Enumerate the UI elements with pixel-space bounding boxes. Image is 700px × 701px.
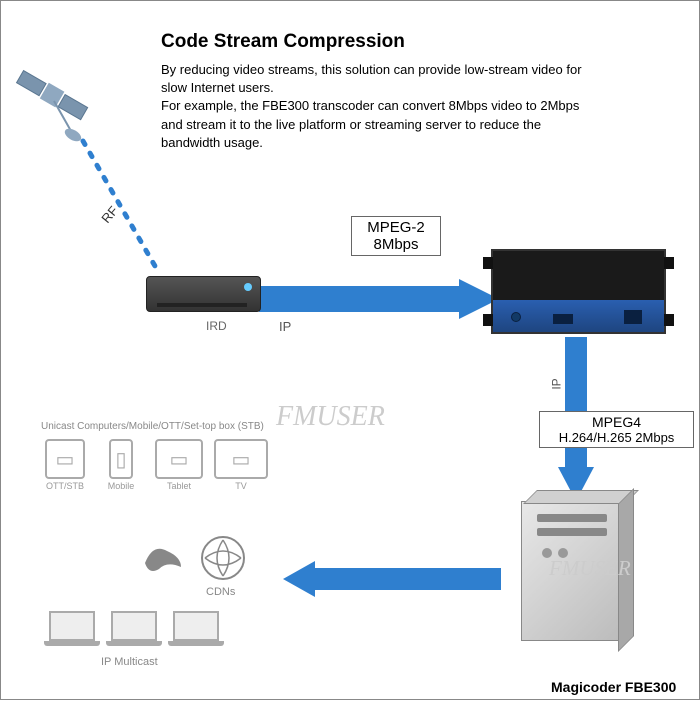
transcoder-device bbox=[491, 249, 666, 334]
cdns-label: CDNs bbox=[206, 586, 235, 598]
tablet-label: Tablet bbox=[153, 481, 205, 491]
cdn-wave-icon bbox=[145, 549, 181, 571]
ird-label: IRD bbox=[206, 319, 227, 333]
mobile-icon: ▯ Mobile bbox=[97, 439, 145, 491]
laptop-3 bbox=[173, 611, 224, 646]
mpeg2-line2: 8Mbps bbox=[360, 236, 432, 253]
mpeg4-label: MPEG4 H.264/H.265 2Mbps bbox=[539, 411, 694, 448]
mpeg2-line1: MPEG-2 bbox=[360, 219, 432, 236]
diagram-title: Code Stream Compression bbox=[161, 31, 405, 53]
arrow-server-cdn bbox=[283, 561, 501, 597]
mobile-label: Mobile bbox=[97, 481, 145, 491]
diagram-description: By reducing video streams, this solution… bbox=[161, 61, 591, 152]
tablet-icon: ▭ Tablet bbox=[153, 439, 205, 491]
mpeg4-line2: H.264/H.265 2Mbps bbox=[548, 430, 685, 445]
ip1-label: IP bbox=[279, 319, 291, 334]
laptop-1 bbox=[49, 611, 100, 646]
arrow-ird-transcoder bbox=[259, 279, 499, 319]
satellite-icon bbox=[17, 71, 88, 144]
rf-link bbox=[83, 141, 159, 273]
ipmulticast-label: IP Multicast bbox=[101, 656, 158, 668]
mpeg2-label: MPEG-2 8Mbps bbox=[351, 216, 441, 256]
ird-device bbox=[146, 276, 261, 312]
unicast-header: Unicast Computers/Mobile/OTT/Set-top box… bbox=[41, 421, 301, 432]
tv-label: TV bbox=[213, 481, 269, 491]
ip2-label: IP bbox=[550, 378, 564, 389]
mpeg4-line1: MPEG4 bbox=[548, 414, 685, 430]
tv-icon: ▭ TV bbox=[213, 439, 269, 491]
laptop-2 bbox=[111, 611, 162, 646]
ott-icon: ▭ OTT/STB bbox=[41, 439, 89, 491]
server-device bbox=[521, 501, 621, 641]
product-name: Magicoder FBE300 bbox=[551, 679, 676, 695]
ott-label: OTT/STB bbox=[41, 481, 89, 491]
globe-icon bbox=[201, 536, 245, 580]
